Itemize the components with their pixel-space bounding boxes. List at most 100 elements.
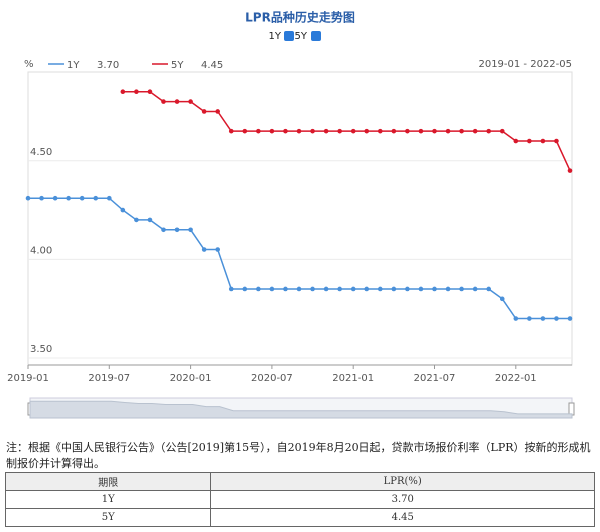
data-point xyxy=(242,128,248,134)
table-cell: 1Y xyxy=(4,490,212,509)
data-point xyxy=(391,128,397,134)
table-header: 期限 xyxy=(4,472,212,491)
data-point xyxy=(174,99,180,104)
data-point xyxy=(228,128,234,134)
y-tick-label: 4.50 xyxy=(30,147,52,158)
data-point xyxy=(79,195,85,201)
data-point xyxy=(432,286,437,292)
legend-label: 5Y xyxy=(171,60,184,71)
x-tick-label: 2020-01 xyxy=(170,373,212,384)
data-point xyxy=(256,128,261,134)
series-line xyxy=(28,197,570,320)
data-point xyxy=(418,286,424,292)
data-point xyxy=(445,128,451,134)
series-line xyxy=(122,90,571,171)
data-point xyxy=(499,128,505,134)
data-point xyxy=(134,217,139,223)
data-point xyxy=(486,128,492,134)
data-point xyxy=(296,286,302,292)
data-point xyxy=(405,286,410,292)
toggle-label: 5Y xyxy=(295,31,308,42)
y-axis-label: % xyxy=(24,59,34,70)
data-point xyxy=(296,128,302,134)
data-point xyxy=(52,195,58,201)
legend-label: 1Y xyxy=(67,60,80,71)
data-point xyxy=(499,296,505,302)
data-point xyxy=(378,128,383,134)
data-point xyxy=(459,128,464,134)
table-cell: 4.45 xyxy=(210,508,595,527)
data-point xyxy=(215,247,220,252)
data-point xyxy=(337,128,342,134)
data-point xyxy=(337,286,342,292)
data-point xyxy=(228,286,234,292)
data-point xyxy=(269,286,275,292)
data-point xyxy=(323,128,329,134)
data-point xyxy=(269,128,275,134)
data-point xyxy=(472,128,478,134)
data-point xyxy=(472,286,478,292)
data-point xyxy=(161,99,166,104)
data-point xyxy=(554,138,559,144)
data-point xyxy=(242,286,248,292)
data-point xyxy=(174,227,180,233)
legend-value: 3.70 xyxy=(97,60,119,71)
data-table: 期限 LPR(%) 1Y 3.70 5Y 4.45 xyxy=(4,472,595,527)
x-tick-label: 2019-01 xyxy=(7,373,49,384)
data-point xyxy=(486,286,492,292)
data-point xyxy=(378,286,383,292)
data-point xyxy=(527,316,532,321)
table-cell: 5Y xyxy=(4,508,212,527)
data-point xyxy=(513,316,519,321)
data-point xyxy=(147,89,153,95)
data-point xyxy=(405,128,410,134)
data-point xyxy=(527,138,532,144)
data-point xyxy=(350,286,356,292)
data-point xyxy=(120,89,126,95)
chart-title: LPR品种历史走势图 xyxy=(245,10,355,25)
table-header: LPR(%) xyxy=(210,472,595,491)
data-point xyxy=(459,286,464,292)
slider-handle[interactable] xyxy=(568,402,575,416)
data-point xyxy=(283,128,288,134)
data-point xyxy=(432,128,437,134)
data-point xyxy=(39,195,44,201)
note: 注：根据《中国人民银行公告》（公告[2019]第15号），自2019年8月20日… xyxy=(6,441,591,470)
data-point xyxy=(418,128,424,134)
data-point xyxy=(188,227,193,233)
data-point xyxy=(310,128,315,134)
range-label: 2019-01 - 2022-05 xyxy=(478,59,572,70)
slider-preview xyxy=(29,400,573,419)
x-tick-label: 2020-07 xyxy=(251,373,293,384)
checkbox[interactable] xyxy=(284,31,294,41)
table-cell: 3.70 xyxy=(210,490,595,509)
data-point xyxy=(310,286,315,292)
data-point xyxy=(513,138,519,144)
x-tick-label: 2021-01 xyxy=(332,373,374,384)
data-point xyxy=(567,168,573,173)
data-point xyxy=(364,286,370,292)
data-point xyxy=(201,247,207,252)
data-point xyxy=(540,316,546,321)
data-point xyxy=(201,109,207,114)
plot-frame xyxy=(27,71,573,366)
data-point xyxy=(25,195,31,201)
checkbox[interactable] xyxy=(311,31,321,41)
data-point xyxy=(554,316,559,321)
y-tick-label: 3.50 xyxy=(30,344,52,355)
data-point xyxy=(391,286,397,292)
x-tick-label: 2019-07 xyxy=(88,373,130,384)
data-point xyxy=(147,217,153,223)
data-point xyxy=(107,195,112,201)
data-point xyxy=(445,286,451,292)
data-point xyxy=(283,286,288,292)
y-tick-label: 4.00 xyxy=(30,245,52,256)
x-tick-label: 2021-07 xyxy=(414,373,456,384)
x-tick-label: 2022-01 xyxy=(495,373,537,384)
data-point xyxy=(350,128,356,134)
data-point xyxy=(188,99,193,104)
data-point xyxy=(540,138,546,144)
legend-value: 4.45 xyxy=(201,60,223,71)
data-point xyxy=(364,128,370,134)
